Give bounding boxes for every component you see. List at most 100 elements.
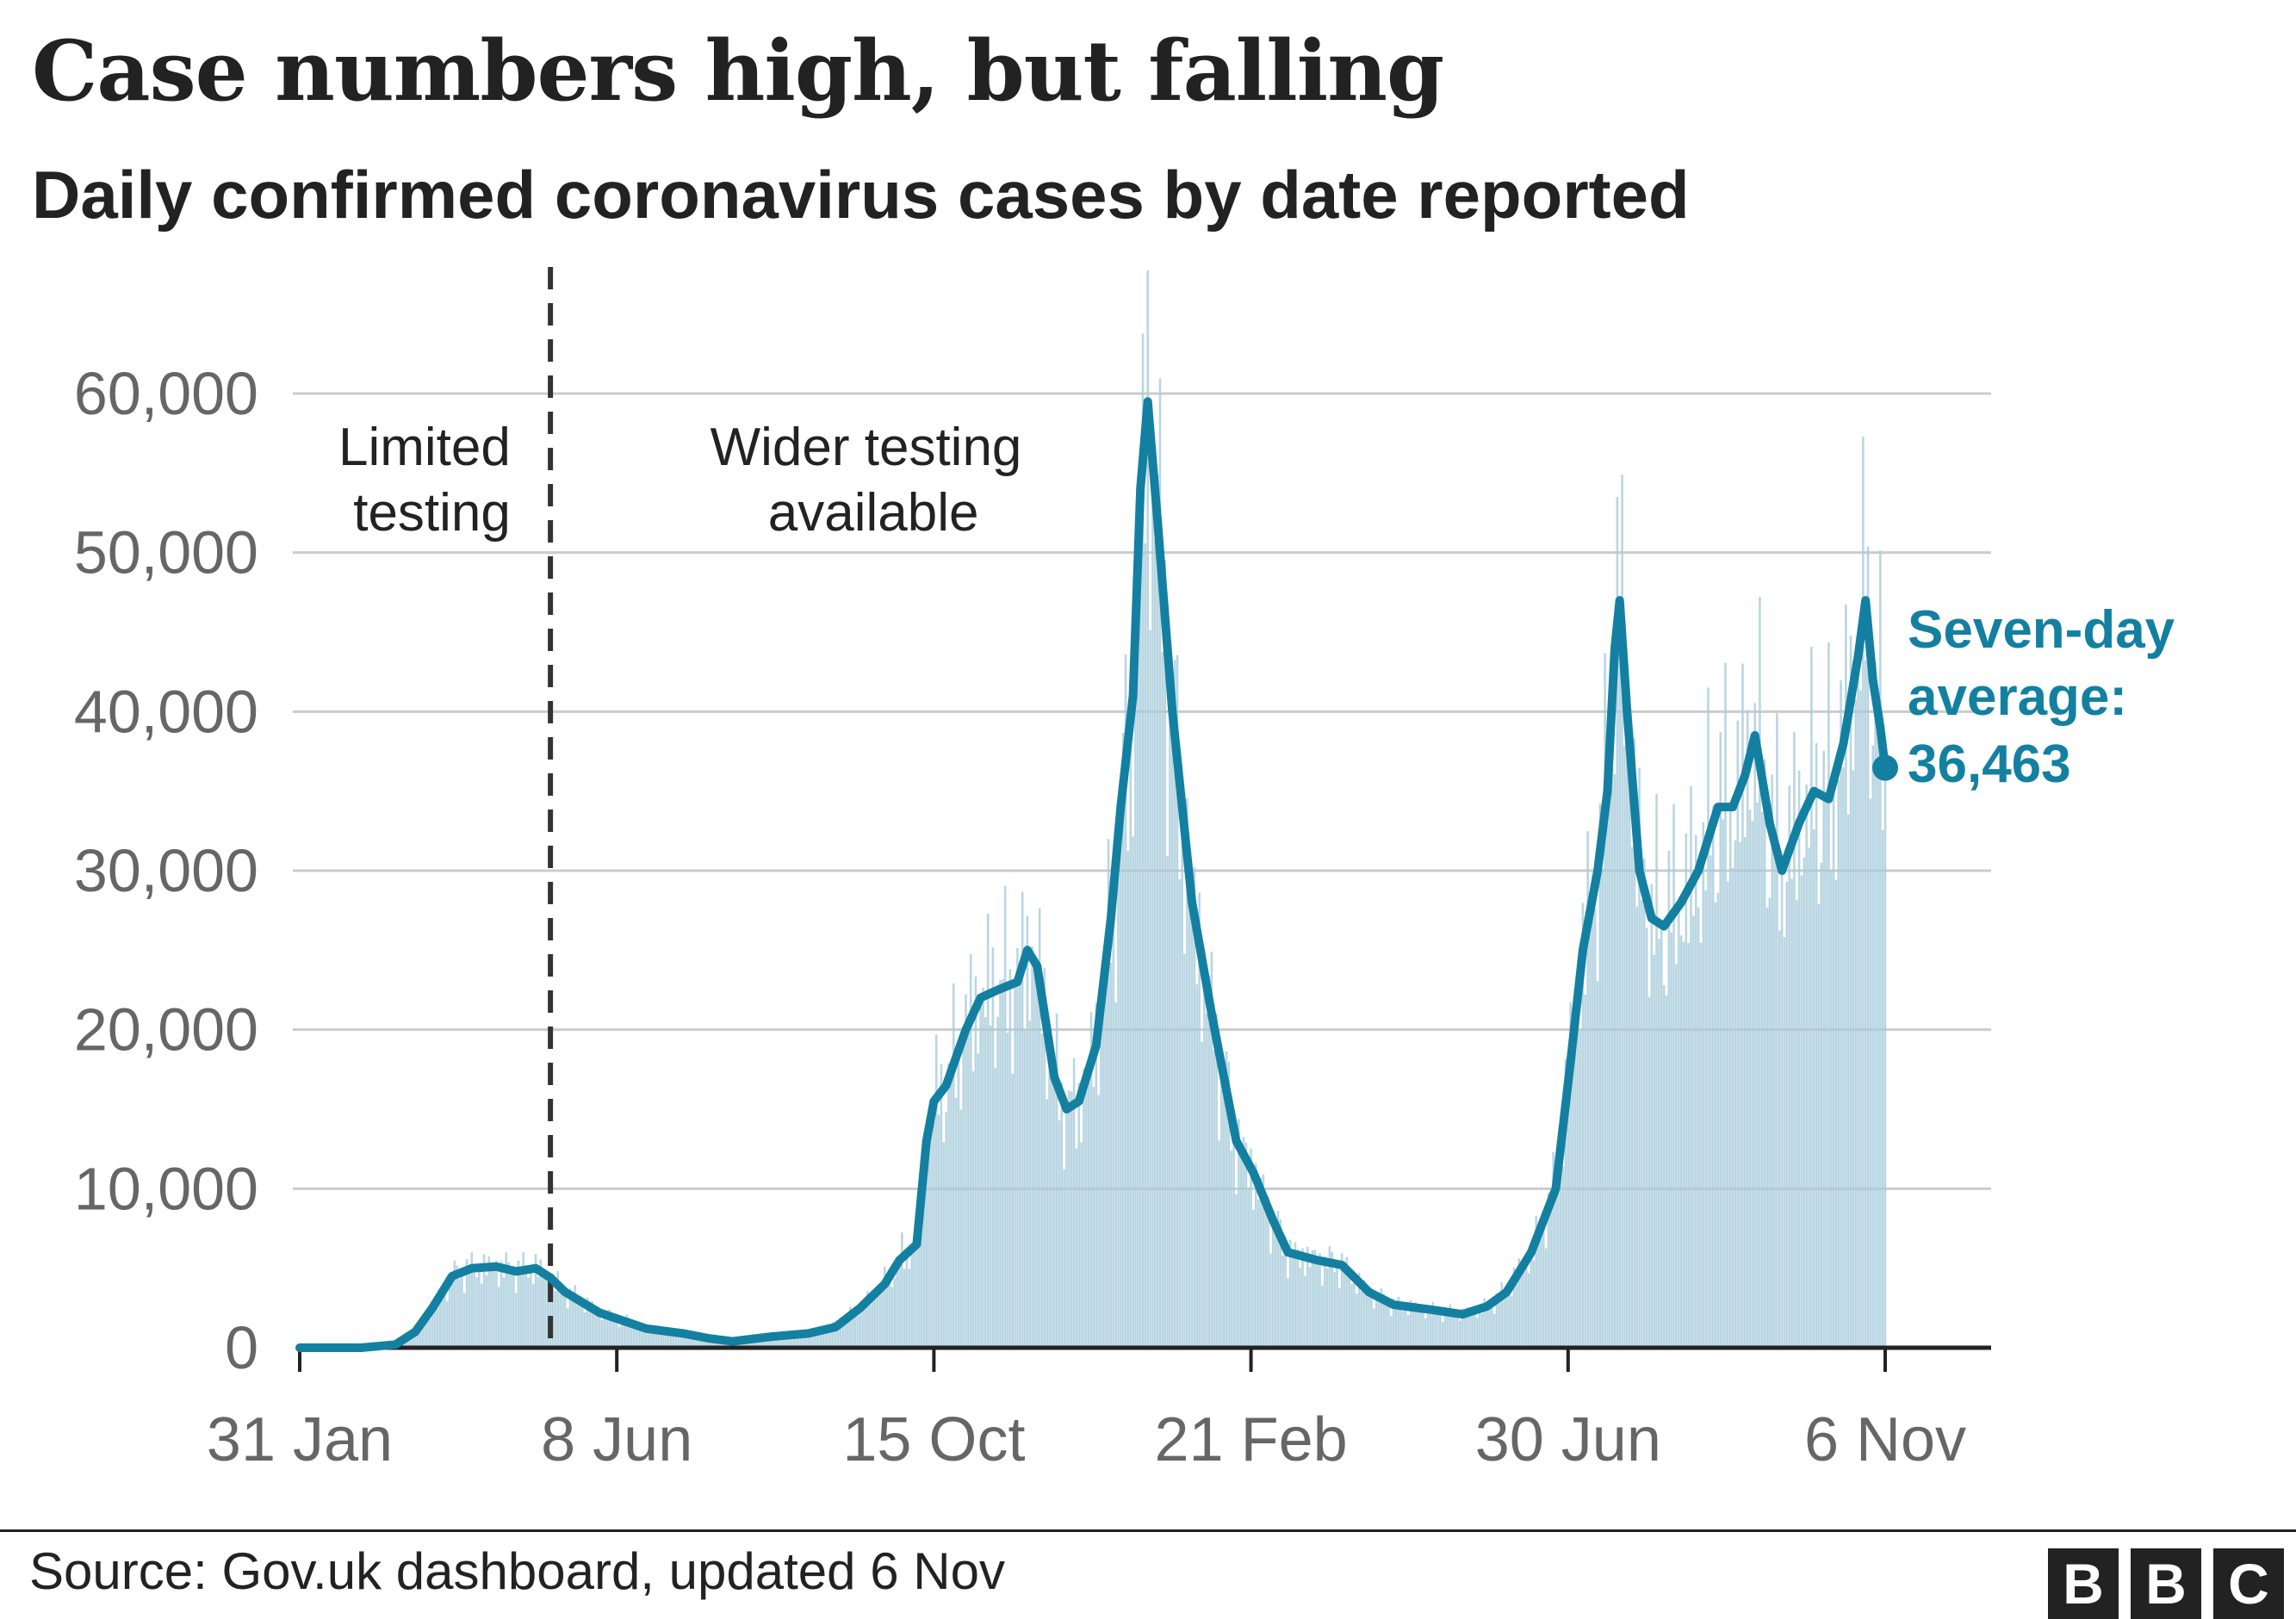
daily-case-bar	[1459, 1320, 1461, 1348]
daily-case-bar	[564, 1293, 567, 1348]
daily-case-bar	[1061, 1082, 1064, 1348]
daily-case-bar	[1491, 1304, 1493, 1348]
daily-case-bar	[601, 1320, 604, 1348]
daily-case-bar	[1031, 946, 1033, 1348]
daily-case-bar	[1631, 847, 1634, 1348]
daily-case-bar	[1660, 924, 1663, 1348]
daily-case-bar	[1601, 869, 1604, 1348]
daily-case-bar	[537, 1277, 540, 1348]
daily-case-bar	[1188, 877, 1191, 1348]
daily-case-bar	[1717, 893, 1720, 1348]
daily-case-bar	[886, 1285, 889, 1348]
daily-case-bar	[1788, 785, 1790, 1348]
wider-testing-line-1: Wider testing	[711, 418, 1022, 477]
daily-case-bar	[1100, 1007, 1102, 1348]
daily-case-bar	[1594, 909, 1597, 1348]
daily-case-bar	[1247, 1188, 1250, 1348]
daily-case-bar	[1511, 1296, 1513, 1348]
daily-case-bar	[1618, 640, 1621, 1348]
daily-case-bar	[1545, 1249, 1548, 1348]
seven-day-average-label-line-1: Seven-day	[1908, 600, 2175, 660]
daily-case-bar	[982, 988, 984, 1348]
daily-case-bar	[1027, 916, 1029, 1348]
x-tick-label: 6 Nov	[1804, 1405, 1966, 1474]
daily-case-bar	[864, 1306, 866, 1348]
daily-case-bar	[1402, 1311, 1405, 1348]
seven-day-average-end-point	[1872, 755, 1898, 781]
daily-case-bar	[840, 1328, 842, 1348]
y-tick-label: 10,000	[74, 1155, 258, 1222]
seven-day-average-label: Seven-day average: 36,463	[1908, 600, 2189, 794]
daily-case-bar	[1790, 878, 1793, 1348]
daily-case-bar	[1499, 1300, 1501, 1348]
daily-case-bar	[530, 1269, 532, 1348]
daily-case-bar	[630, 1325, 633, 1348]
limited-testing-line-1: Limited	[338, 418, 511, 477]
daily-case-bar	[1333, 1272, 1336, 1348]
daily-case-bar	[1523, 1266, 1525, 1348]
daily-case-bar	[1567, 1101, 1570, 1348]
daily-case-bar	[623, 1323, 625, 1348]
daily-case-bar	[1542, 1225, 1545, 1348]
daily-case-bar	[1882, 830, 1884, 1348]
daily-case-bar	[1390, 1316, 1393, 1348]
daily-case-bar	[446, 1301, 449, 1348]
daily-case-bar	[852, 1318, 854, 1348]
daily-case-bar	[1014, 983, 1016, 1348]
daily-case-bar	[1722, 819, 1724, 1348]
daily-case-bar	[1850, 636, 1852, 1348]
daily-case-bar	[515, 1293, 518, 1348]
daily-case-bar	[1870, 799, 1872, 1348]
daily-case-bar	[1157, 474, 1159, 1348]
daily-case-bar	[945, 1112, 947, 1348]
x-tick-label: 30 Jun	[1475, 1405, 1661, 1474]
daily-case-bar	[1651, 884, 1654, 1348]
daily-case-bar	[1672, 804, 1675, 1348]
daily-case-bar	[1272, 1214, 1275, 1348]
x-tick-label: 15 Oct	[842, 1405, 1025, 1474]
daily-case-bar	[1606, 807, 1609, 1348]
daily-case-bar	[1840, 680, 1842, 1348]
daily-case-bar	[1533, 1260, 1536, 1348]
daily-case-bar	[1299, 1268, 1301, 1348]
daily-case-bar	[1707, 687, 1710, 1348]
wider-testing-label: Wider testing available	[711, 418, 1037, 543]
daily-case-bar	[1736, 721, 1739, 1348]
daily-case-bar	[1218, 1140, 1220, 1348]
daily-case-bar	[958, 1041, 960, 1348]
daily-case-bar	[1825, 796, 1827, 1348]
daily-case-bar	[906, 1251, 909, 1348]
daily-case-bar	[1004, 886, 1007, 1348]
limited-testing-line-2: testing	[353, 483, 511, 543]
daily-case-bar	[1127, 851, 1130, 1348]
daily-case-bar	[1769, 897, 1772, 1348]
y-tick-label: 0	[225, 1314, 258, 1381]
daily-case-bar	[1019, 965, 1021, 1348]
daily-case-bar	[469, 1271, 471, 1348]
daily-case-bar	[532, 1284, 535, 1348]
daily-case-bar	[1821, 863, 1823, 1348]
daily-case-bar	[657, 1333, 660, 1348]
daily-case-bar	[1297, 1250, 1300, 1348]
daily-case-bar	[1309, 1267, 1312, 1348]
daily-case-bar	[1154, 540, 1157, 1348]
daily-case-bar	[1065, 1107, 1068, 1348]
daily-case-bar	[1468, 1312, 1471, 1348]
daily-case-bar	[1830, 870, 1833, 1348]
daily-case-bar	[507, 1262, 510, 1348]
daily-case-bar	[1766, 908, 1769, 1348]
daily-case-bar	[1430, 1314, 1432, 1348]
daily-case-bar	[1011, 1074, 1014, 1348]
daily-case-bar	[977, 1053, 979, 1348]
daily-case-bar	[1808, 847, 1810, 1348]
daily-case-bar	[901, 1232, 903, 1348]
daily-case-bar	[1076, 1149, 1078, 1348]
daily-case-bar	[1287, 1278, 1289, 1348]
daily-case-bar	[1085, 1074, 1088, 1348]
daily-case-bar	[1220, 1053, 1223, 1348]
daily-case-bar	[1088, 1073, 1090, 1348]
daily-case-bar	[1336, 1264, 1338, 1348]
daily-case-bar	[962, 1042, 965, 1348]
daily-case-bar	[1324, 1256, 1326, 1348]
